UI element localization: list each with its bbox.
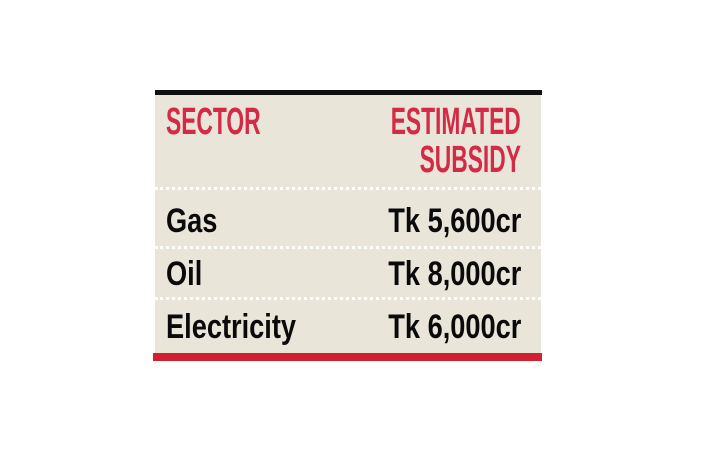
bottom-rule	[153, 353, 542, 361]
row-sector-electricity: Electricity	[166, 308, 297, 346]
row-sector-gas: Gas	[166, 202, 218, 240]
header-estimated: ESTIMATED	[390, 101, 521, 143]
subsidy-table	[155, 91, 541, 361]
divider	[155, 297, 541, 300]
header-sector: SECTOR	[166, 101, 261, 143]
row-subsidy-gas: Tk 5,600cr	[387, 202, 521, 240]
row-subsidy-electricity: Tk 6,000cr	[387, 308, 521, 346]
row-sector-oil: Oil	[166, 255, 203, 293]
row-subsidy-oil: Tk 8,000cr	[387, 255, 521, 293]
header-subsidy: SUBSIDY	[419, 139, 521, 181]
divider	[155, 187, 541, 190]
top-rule	[155, 90, 542, 95]
divider	[155, 246, 541, 249]
